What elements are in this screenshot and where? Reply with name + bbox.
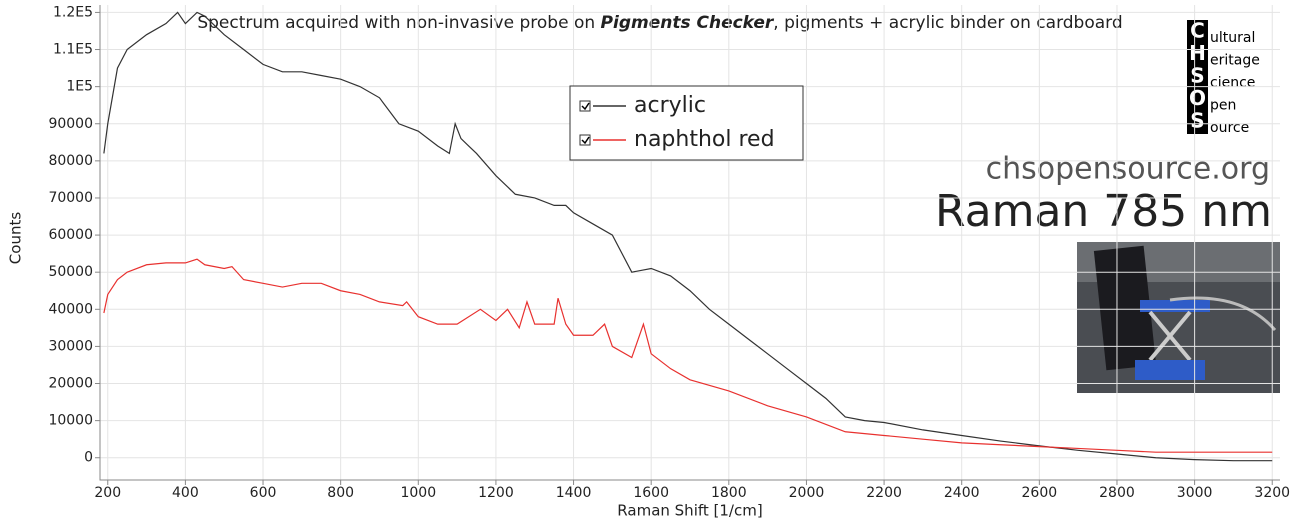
y-axis-label: Counts: [7, 212, 25, 265]
photo: [1077, 242, 1280, 393]
x-tick-label: 2600: [1022, 485, 1058, 501]
y-tick-label: 40000: [48, 301, 93, 317]
title-part: Pigments Checker: [601, 13, 775, 33]
y-tick-label: 60000: [48, 227, 93, 243]
logo-letter: H: [1189, 41, 1206, 65]
logo-letter: O: [1189, 86, 1206, 110]
website: chsopensource.org: [986, 152, 1270, 187]
legend-box: [569, 85, 804, 161]
x-tick-label: 600: [250, 485, 277, 501]
logo-word: ource: [1210, 120, 1249, 136]
y-tick-label: 70000: [48, 190, 93, 206]
chart-title: Spectrum acquired with non-invasive prob…: [197, 13, 1122, 33]
y-tick-label: 0: [84, 450, 93, 466]
logo-word: eritage: [1210, 53, 1260, 69]
legend: acrylic naphthol red: [569, 85, 804, 161]
x-tick-label: 800: [327, 485, 354, 501]
legend-label: acrylic: [634, 93, 706, 118]
x-tick-label: 1400: [556, 485, 592, 501]
series-line: [103, 11, 1273, 462]
x-tick-label: 400: [172, 485, 199, 501]
logo-word: cience: [1210, 75, 1255, 91]
y-tick-label: 10000: [48, 413, 93, 429]
axes: [99, 5, 1280, 481]
logo-letter: C: [1190, 19, 1205, 43]
y-tick-label: 80000: [48, 153, 93, 169]
logo-letter: S: [1190, 109, 1204, 133]
legend-check: [581, 136, 590, 145]
x-tick-label: 1800: [711, 485, 747, 501]
x-tick-label: 1200: [478, 485, 514, 501]
y-tick-label: 1.1E5: [53, 42, 93, 58]
x-tick-label: 2000: [789, 485, 825, 501]
y-tick-label: 20000: [48, 376, 93, 392]
x-tick-label: 2200: [866, 485, 902, 501]
title-part: Spectrum acquired with non-invasive prob…: [197, 13, 600, 33]
x-tick-label: 2800: [1099, 485, 1135, 501]
logo-word: pen: [1210, 98, 1236, 114]
y-tick-label: 90000: [48, 116, 93, 132]
x-tick-label: 1600: [633, 485, 669, 501]
x-tick-label: 1000: [400, 485, 436, 501]
title-part: , pigments + acrylic binder on cardboard: [773, 13, 1122, 33]
x-axis-label: Raman Shift [1/cm]: [617, 502, 762, 520]
y-tick-label: 50000: [48, 264, 93, 280]
logo-letter: S: [1190, 64, 1204, 88]
x-tick-label: 3200: [1254, 485, 1290, 501]
y-tick-label: 1E5: [66, 79, 93, 95]
x-tick-label: 3000: [1177, 485, 1213, 501]
legend-checkbox[interactable]: [579, 100, 591, 112]
grid: [100, 5, 1280, 480]
y-tick-label: 1.2E5: [53, 4, 93, 20]
logo-word: ultural: [1210, 30, 1255, 46]
method: Raman 785 nm: [935, 186, 1272, 237]
y-tick-label: 30000: [48, 338, 93, 354]
x-tick-label: 200: [94, 485, 121, 501]
x-tick-label: 2400: [944, 485, 980, 501]
series-line: [103, 258, 1273, 453]
legend-label: naphthol red: [634, 127, 775, 152]
legend-check: [581, 102, 590, 111]
legend-checkbox[interactable]: [579, 134, 591, 146]
